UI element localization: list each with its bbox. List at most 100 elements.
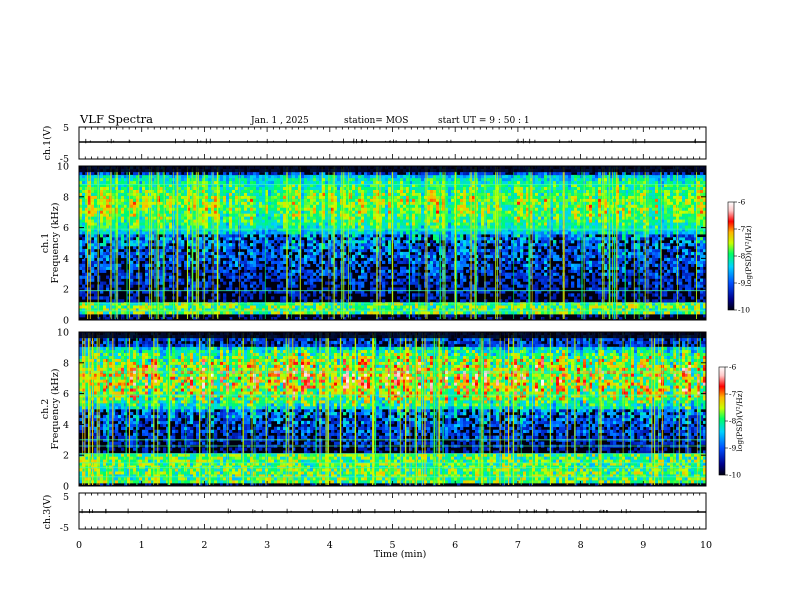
spectrogram-cell: [301, 257, 305, 262]
spectrogram-cell: [403, 228, 407, 232]
spectrogram-cell: [415, 207, 419, 211]
spectrogram-cell: [403, 284, 407, 288]
spectrogram-cell: [208, 234, 212, 238]
spectrogram-cell: [88, 263, 92, 267]
spectrogram-cell: [178, 225, 182, 229]
spectrogram-cell: [187, 257, 191, 262]
spectrogram-cell: [103, 251, 107, 256]
spectrogram-cell: [313, 222, 317, 226]
spectrogram-cell: [328, 225, 332, 229]
spectrogram-cell: [181, 201, 185, 205]
spectrogram-cell: [301, 222, 305, 226]
spectrogram-cell: [277, 237, 281, 241]
spectrogram-cell: [199, 237, 203, 241]
spectrogram-cell: [415, 204, 419, 208]
spectrogram-cell: [205, 189, 209, 193]
spectrogram-cell: [145, 180, 149, 185]
spectrogram-cell: [151, 237, 155, 241]
spectrogram-cell: [202, 207, 206, 211]
spectrogram-cell: [154, 216, 158, 220]
spectrogram-cell: [328, 245, 332, 250]
spectrogram-cell: [256, 174, 260, 179]
spectrogram-cell: [316, 207, 320, 211]
spectrogram-cell: [97, 171, 101, 176]
spectrogram-cell: [259, 177, 263, 182]
spectrogram-cell: [253, 180, 257, 185]
spectrogram-cell: [256, 180, 260, 185]
spectrogram-cell: [127, 311, 131, 315]
spectrogram-cell: [190, 186, 194, 190]
spectrogram-cell: [226, 210, 230, 214]
spectrogram-cell: [79, 225, 83, 229]
spectrogram-cell: [379, 216, 383, 220]
spectrogram-cell: [397, 314, 401, 318]
spectrogram-cell: [211, 210, 215, 214]
spectrogram-cell: [133, 275, 137, 279]
spectrogram-cell: [253, 260, 257, 265]
spectrogram-cell: [373, 177, 377, 182]
spectrogram-cell: [331, 219, 335, 223]
spectrogram-cell: [244, 231, 248, 235]
spectrogram-cell: [253, 192, 257, 196]
spectrogram-cell: [166, 213, 170, 217]
spectrogram-cell: [226, 213, 230, 217]
spectrogram-cell: [304, 272, 308, 276]
spectrogram-cell: [241, 216, 245, 220]
spectrogram-cell: [280, 177, 284, 182]
spectrogram-cell: [328, 213, 332, 217]
spectrogram-cell: [136, 272, 140, 276]
spectrogram-cell: [307, 287, 311, 291]
spectrogram-cell: [262, 204, 266, 208]
spectrogram-cell: [187, 243, 191, 247]
spectrogram-cell: [358, 189, 362, 193]
spectrogram-cell: [277, 311, 281, 315]
spectrogram-cell: [430, 174, 434, 179]
spectrogram-cell: [256, 260, 260, 265]
spectrogram-cell: [151, 171, 155, 176]
spectrogram-cell: [166, 266, 170, 270]
spectrogram-cell: [139, 195, 143, 199]
spectrogram-cell: [184, 234, 188, 238]
spectrogram-cell: [91, 216, 95, 220]
spectrogram-cell: [139, 174, 143, 179]
spectrogram-cell: [199, 213, 203, 217]
spectrogram-cell: [412, 248, 416, 253]
spectrogram-cell: [220, 219, 224, 223]
spectrogram-cell: [280, 228, 284, 232]
spectrogram-cell: [184, 192, 188, 196]
spectrogram-cell: [169, 174, 173, 179]
spectrogram-cell: [151, 216, 155, 220]
spectrogram-cell: [154, 281, 158, 285]
spectrogram-cell: [154, 293, 158, 297]
spectrogram-cell: [304, 281, 308, 285]
spectrogram-cell: [370, 272, 374, 276]
spectrogram-cell: [247, 189, 251, 193]
spectrogram-cell: [160, 248, 164, 253]
spectrogram-cell: [397, 296, 401, 300]
spectrogram-cell: [370, 186, 374, 190]
spectrogram-cell: [121, 198, 125, 202]
spectrogram-cell: [373, 254, 377, 259]
spectrogram-cell: [229, 216, 233, 220]
spectrogram-cell: [163, 302, 167, 306]
spectrogram-cell: [151, 234, 155, 238]
spectrogram-cell: [400, 201, 404, 205]
spectrogram-cell: [280, 263, 284, 267]
spectrogram-cell: [310, 240, 314, 244]
spectrogram-cell: [187, 228, 191, 232]
spectrogram-cell: [88, 275, 92, 279]
spectrogram-cell: [244, 234, 248, 238]
spectrogram-cell: [241, 314, 245, 318]
spectrogram-cell: [100, 269, 104, 273]
spectrogram-cell: [352, 177, 356, 182]
spectrogram-cell: [271, 201, 275, 205]
spectrogram-cell: [130, 189, 134, 193]
spectrogram-cell: [394, 207, 398, 211]
spectrogram-cell: [430, 296, 434, 300]
spectrogram-cell: [382, 299, 386, 303]
spectrogram-cell: [181, 180, 185, 185]
spectrogram-cell: [124, 272, 128, 276]
spectrogram-cell: [166, 263, 170, 267]
spectrogram-cell: [142, 192, 146, 196]
spectrogram-cell: [145, 299, 149, 303]
